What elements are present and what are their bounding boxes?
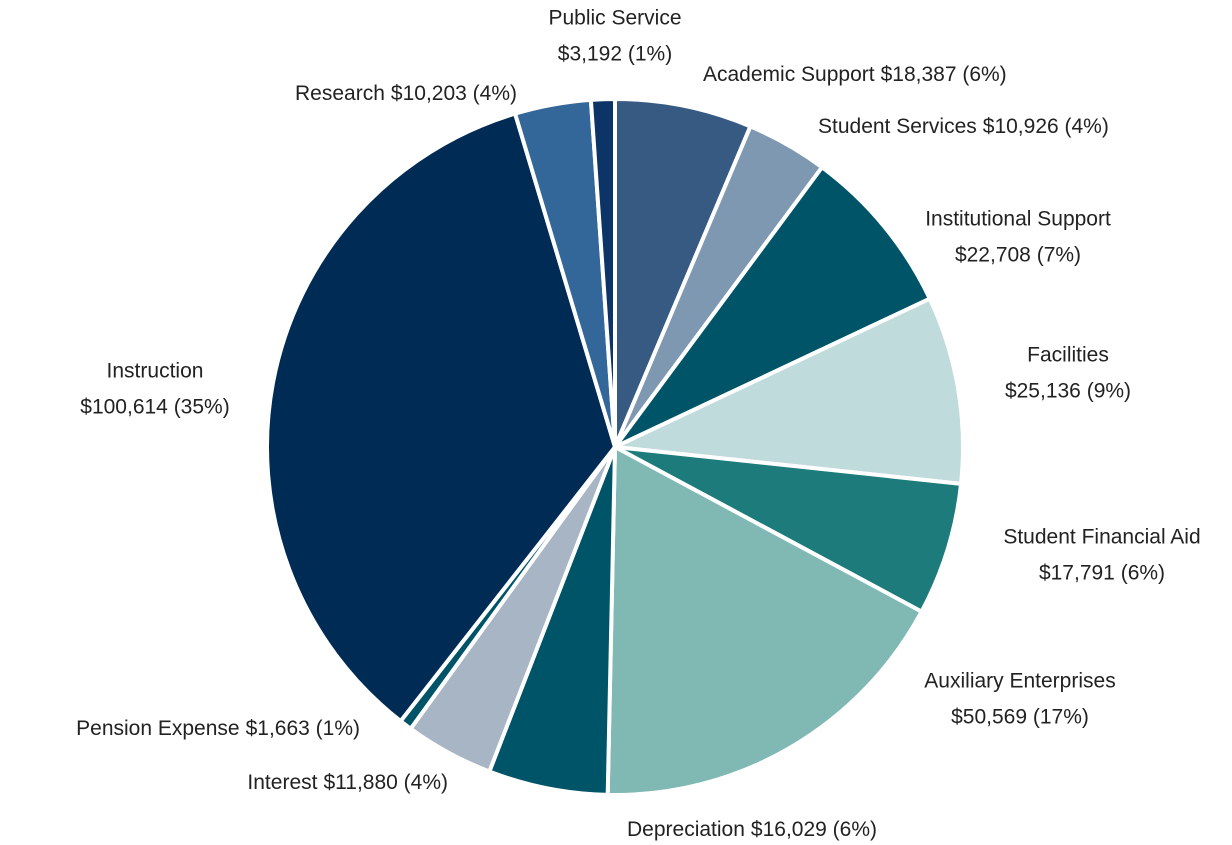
slice-label: Research $10,203 (4%) (295, 82, 517, 105)
slice-label: Institutional Support (925, 208, 1111, 231)
slice-name: Pension Expense (76, 717, 239, 740)
slice-label: Pension Expense $1,663 (1%) (76, 717, 360, 740)
slice-value-label: $10,203 (4%) (391, 82, 517, 105)
pie-slice (265, 111, 617, 724)
pie-slice (613, 165, 932, 449)
slice-name: Student Services (818, 115, 977, 138)
slice-value-label: $25,136 (9%) (1005, 380, 1131, 403)
slice-label: Instruction (107, 360, 204, 383)
slice-label: Depreciation $16,029 (6%) (627, 818, 877, 841)
slice-value-label: $22,708 (7%) (955, 244, 1081, 267)
slice-label: Auxiliary Enterprises (924, 670, 1115, 693)
slice-label: Interest $11,880 (4%) (247, 771, 448, 794)
slice-value-label: $17,791 (6%) (1039, 562, 1165, 585)
pie-slice (613, 445, 964, 614)
slice-value-label: $50,569 (17%) (951, 706, 1089, 729)
slice-value-label: $3,192 (1%) (558, 43, 672, 66)
slice-name: Academic Support (703, 63, 875, 86)
pie-slice (613, 296, 965, 486)
slice-value-label: $18,387 (6%) (881, 63, 1007, 86)
slice-label: Student Services $10,926 (4%) (818, 115, 1109, 138)
slice-name: Interest (247, 771, 317, 794)
slice-name: Depreciation (627, 818, 745, 841)
slice-label: Facilities (1027, 344, 1109, 367)
slice-value-label: $16,029 (6%) (751, 818, 877, 841)
slice-value-label: $11,880 (4%) (323, 771, 448, 794)
slice-name: Research (295, 82, 385, 105)
slice-label: Academic Support $18,387 (6%) (703, 63, 1007, 86)
slice-value-label: $10,926 (4%) (983, 115, 1109, 138)
slice-value-label: $100,614 (35%) (80, 396, 229, 419)
slice-value-label: $1,663 (1%) (246, 717, 360, 740)
slice-label: Public Service (548, 7, 681, 30)
pie-slice (588, 97, 617, 449)
pie-slice (613, 97, 753, 449)
slice-label: Student Financial Aid (1003, 526, 1200, 549)
pie-slice (605, 445, 924, 797)
